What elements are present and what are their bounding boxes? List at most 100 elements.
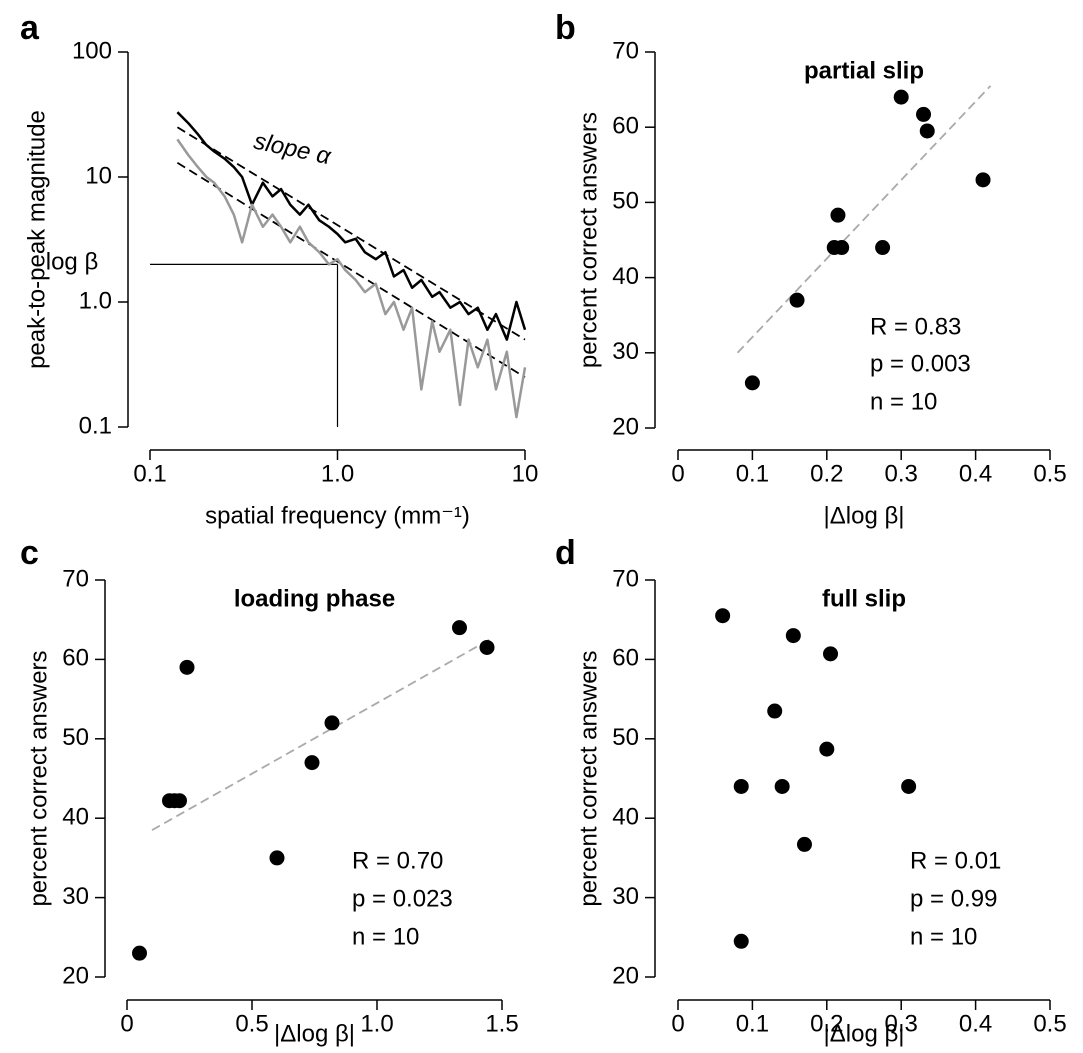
point: [875, 240, 891, 256]
x-tick-label: 0.3: [885, 1010, 918, 1037]
y-tick-label: 50: [612, 724, 639, 751]
y-tick-label: 30: [62, 883, 89, 910]
x-axis-label: |Δlog β|: [274, 1020, 355, 1047]
x-tick-label: 0.4: [959, 460, 992, 487]
panel-letter: a: [20, 9, 40, 47]
panel-letter: c: [20, 534, 39, 572]
y-tick-label: 40: [62, 804, 89, 831]
x-tick-label: 0.2: [810, 1010, 843, 1037]
point: [269, 850, 285, 866]
line: [176, 138, 527, 419]
chart-title: loading phase: [234, 585, 395, 612]
x-tick-label: 0.1: [736, 460, 769, 487]
fit-line: [736, 85, 992, 354]
point: [796, 836, 812, 852]
point: [830, 207, 846, 223]
point: [733, 933, 749, 949]
point: [975, 172, 991, 188]
point: [823, 646, 839, 662]
y-tick-label: 70: [612, 37, 639, 64]
y-tick-label: 30: [612, 883, 639, 910]
annotation: R = 0.70: [352, 847, 443, 874]
x-axis-label: |Δlog β|: [824, 502, 905, 529]
point: [785, 628, 801, 644]
y-tick-label: 20: [62, 962, 89, 989]
point: [179, 659, 195, 675]
fit-line: [151, 638, 490, 831]
annotation: log β: [46, 248, 99, 275]
point: [919, 123, 935, 139]
x-tick-label: 1.5: [485, 1010, 518, 1037]
point: [479, 639, 495, 655]
y-tick-label: 0.1: [79, 412, 112, 439]
x-tick-label: 0.3: [885, 460, 918, 487]
point: [172, 793, 187, 809]
y-tick-label: 70: [62, 565, 89, 592]
point: [916, 106, 932, 122]
x-tick-label: 0.4: [959, 1010, 992, 1037]
y-tick-label: 60: [612, 113, 639, 140]
x-tick-label: 0: [671, 1010, 684, 1037]
point: [715, 608, 731, 624]
annotation: p = 0.99: [910, 885, 997, 912]
chart-title: partial slip: [804, 57, 924, 84]
y-tick-label: 50: [612, 188, 639, 215]
line: [176, 111, 527, 341]
annotation: R = 0.83: [870, 313, 961, 340]
annotation: p = 0.003: [870, 350, 971, 377]
point: [304, 755, 320, 771]
x-tick-label: 0.5: [1033, 1010, 1066, 1037]
annotation: n = 10: [910, 923, 977, 950]
x-tick-label: 0.1: [133, 460, 166, 487]
panel-letter: b: [555, 9, 576, 47]
x-tick-label: 10: [512, 460, 539, 487]
x-tick-label: 0.1: [736, 1010, 769, 1037]
y-tick-label: 1.0: [79, 287, 112, 314]
y-axis-label: peak-to-peak magnitude: [23, 110, 50, 369]
y-axis-label: percent correct answers: [575, 650, 602, 906]
point: [901, 778, 917, 794]
point: [834, 240, 850, 256]
y-tick-label: 20: [612, 413, 639, 440]
point: [893, 89, 909, 105]
point: [324, 715, 340, 731]
x-tick-label: 1.0: [360, 1010, 393, 1037]
y-tick-label: 100: [72, 37, 112, 64]
y-tick-label: 40: [612, 804, 639, 831]
point: [744, 375, 760, 391]
point: [789, 292, 805, 308]
annotation: R = 0.01: [910, 847, 1001, 874]
y-tick-label: 40: [612, 263, 639, 290]
point: [774, 778, 790, 794]
x-tick-label: 0: [671, 460, 684, 487]
x-axis-label: spatial frequency (mm⁻¹): [205, 502, 470, 529]
chart-title: full slip: [822, 585, 906, 612]
y-tick-label: 60: [612, 645, 639, 672]
x-tick-label: 0.2: [810, 460, 843, 487]
point: [733, 778, 749, 794]
annotation: p = 0.023: [352, 885, 453, 912]
x-axis-label: |Δlog β|: [824, 1020, 905, 1047]
y-tick-label: 60: [62, 645, 89, 672]
panel-letter: d: [555, 534, 576, 572]
annotation: slope α: [251, 128, 334, 171]
x-tick-label: 0.5: [1033, 460, 1066, 487]
x-tick-label: 0.5: [235, 1010, 268, 1037]
point: [452, 620, 467, 636]
annotation: n = 10: [352, 923, 419, 950]
x-tick-label: 1.0: [321, 460, 354, 487]
y-axis-label: percent correct answers: [25, 650, 52, 906]
point: [767, 703, 783, 719]
y-tick-label: 10: [85, 162, 112, 189]
y-tick-label: 20: [612, 962, 639, 989]
annotation: n = 10: [870, 388, 937, 415]
point: [132, 945, 147, 961]
y-tick-label: 70: [612, 565, 639, 592]
y-tick-label: 30: [612, 338, 639, 365]
y-axis-label: percent correct answers: [575, 112, 602, 368]
point: [819, 741, 835, 757]
y-tick-label: 50: [62, 724, 89, 751]
fit-line: [176, 126, 526, 341]
fit-line: [176, 161, 526, 379]
